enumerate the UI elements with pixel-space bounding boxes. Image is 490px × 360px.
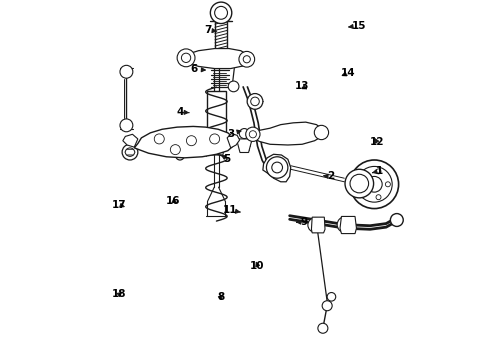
Circle shape	[215, 6, 227, 19]
Circle shape	[391, 213, 403, 226]
Bar	[207, 91, 226, 141]
Text: 13: 13	[295, 81, 309, 91]
Circle shape	[126, 148, 134, 157]
Circle shape	[322, 301, 332, 311]
Circle shape	[386, 182, 391, 187]
Circle shape	[178, 154, 181, 157]
Text: 2: 2	[324, 171, 334, 181]
Polygon shape	[123, 134, 138, 147]
Circle shape	[345, 169, 373, 198]
Text: 6: 6	[191, 64, 205, 74]
Circle shape	[367, 176, 382, 192]
Circle shape	[308, 218, 322, 232]
Polygon shape	[263, 154, 291, 182]
Polygon shape	[207, 141, 226, 155]
Circle shape	[120, 65, 133, 78]
Circle shape	[361, 174, 366, 179]
Text: 15: 15	[349, 21, 367, 31]
Circle shape	[176, 152, 184, 160]
Circle shape	[376, 169, 381, 174]
Circle shape	[186, 136, 196, 146]
Text: 17: 17	[112, 200, 126, 210]
Circle shape	[228, 81, 239, 92]
Circle shape	[249, 131, 256, 138]
Circle shape	[120, 119, 133, 132]
Polygon shape	[184, 49, 248, 68]
Circle shape	[361, 190, 366, 195]
Text: 12: 12	[370, 138, 385, 148]
Text: 16: 16	[166, 196, 180, 206]
Circle shape	[272, 162, 283, 173]
Text: 11: 11	[223, 205, 240, 215]
Circle shape	[337, 217, 353, 233]
Polygon shape	[134, 126, 234, 158]
Circle shape	[177, 49, 195, 67]
Polygon shape	[340, 216, 356, 234]
Polygon shape	[252, 122, 323, 145]
Text: 9: 9	[297, 217, 308, 227]
Text: 10: 10	[250, 261, 265, 271]
Circle shape	[245, 127, 260, 141]
Circle shape	[239, 129, 249, 139]
Text: 14: 14	[341, 68, 356, 78]
Bar	[210, 60, 223, 66]
Circle shape	[327, 293, 336, 301]
Circle shape	[356, 166, 392, 202]
Circle shape	[251, 97, 259, 106]
Circle shape	[350, 174, 368, 193]
Circle shape	[247, 94, 263, 109]
Circle shape	[181, 53, 191, 63]
Polygon shape	[125, 149, 135, 155]
Polygon shape	[312, 217, 325, 233]
Text: 8: 8	[217, 292, 224, 302]
Circle shape	[239, 51, 255, 67]
Circle shape	[267, 157, 288, 178]
Circle shape	[210, 2, 232, 23]
Text: 3: 3	[227, 129, 241, 139]
Circle shape	[210, 134, 220, 144]
Polygon shape	[237, 139, 252, 153]
Circle shape	[314, 125, 329, 140]
Text: 7: 7	[204, 25, 217, 35]
Text: 18: 18	[112, 289, 126, 299]
Polygon shape	[227, 134, 240, 148]
Circle shape	[171, 145, 180, 155]
Circle shape	[122, 144, 138, 160]
Circle shape	[154, 134, 164, 144]
Text: 4: 4	[176, 107, 189, 117]
Text: 1: 1	[372, 166, 383, 176]
Circle shape	[318, 323, 328, 333]
Circle shape	[243, 56, 250, 63]
Text: 5: 5	[220, 154, 231, 163]
Circle shape	[376, 195, 381, 200]
Circle shape	[350, 160, 398, 208]
